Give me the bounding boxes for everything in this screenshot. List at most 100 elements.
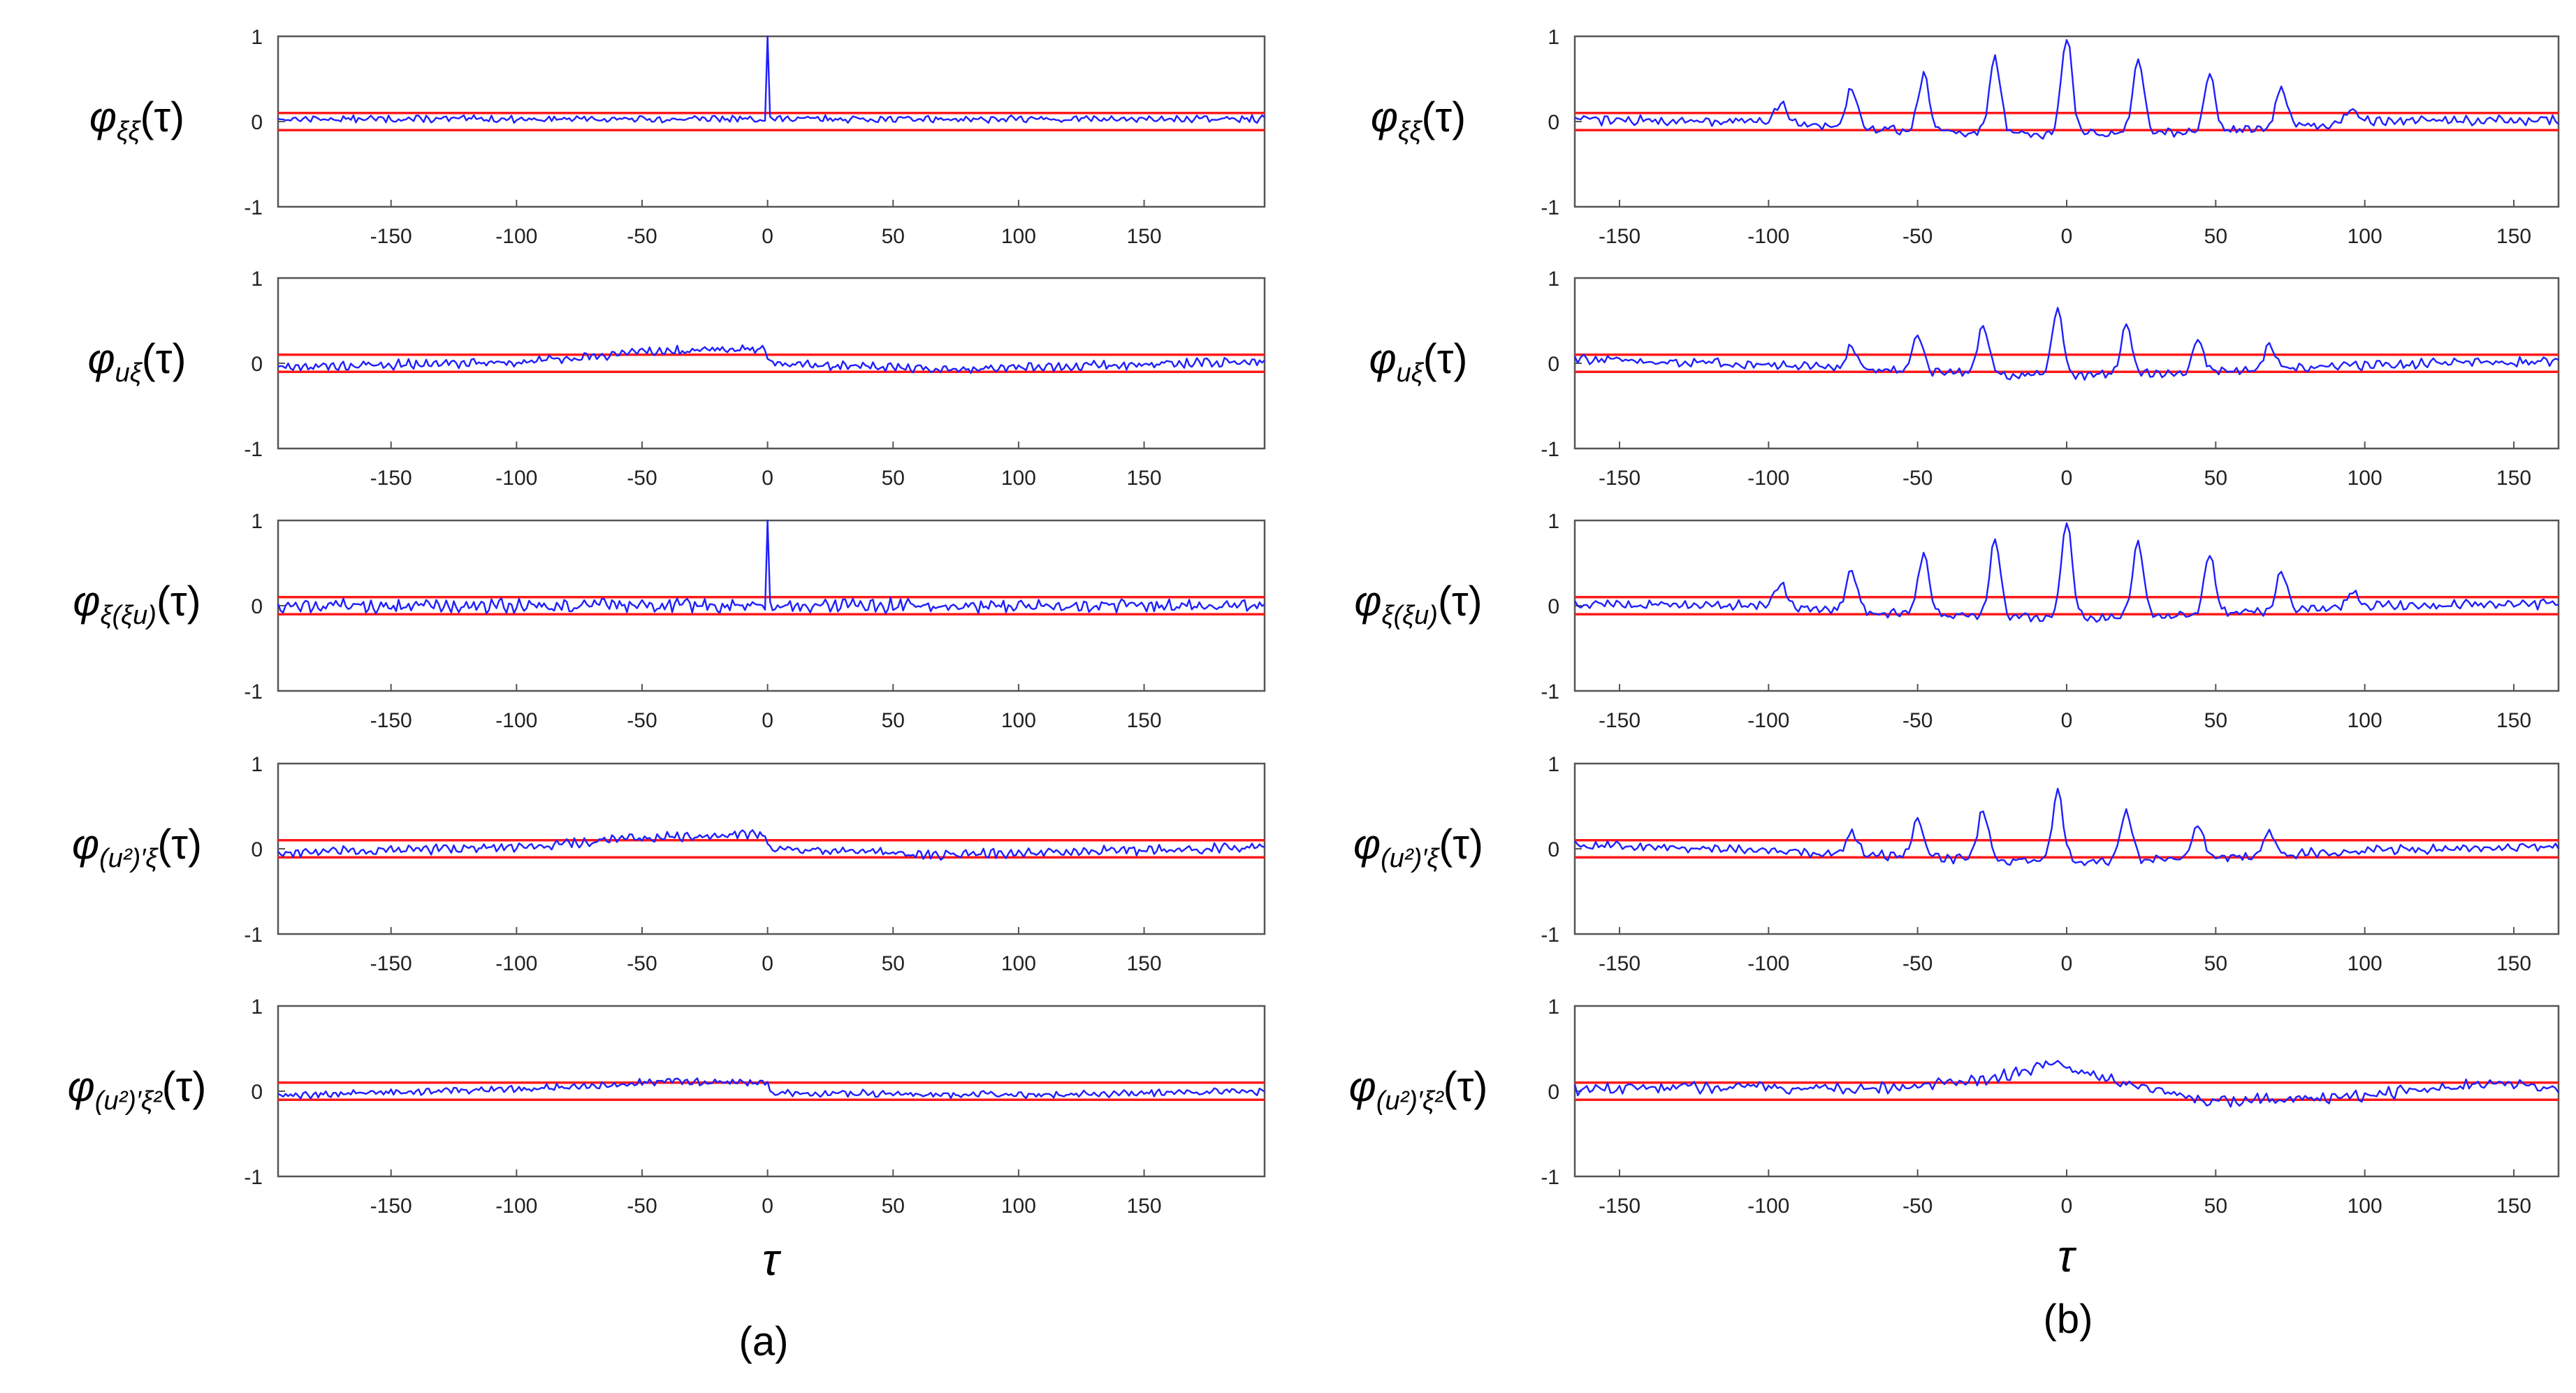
panel-b2: -1 0 1 -150 -100 -50 0 50 100 150 φuξ(τ) (1369, 268, 2560, 490)
ylabel-base: φ (1354, 578, 1381, 625)
y-tick-label: 0 (251, 595, 263, 618)
y-axis-label-b2: φuξ(τ) (1369, 335, 1468, 388)
x-tick-label: -100 (495, 225, 537, 248)
x-tick-label: 150 (2496, 225, 2531, 248)
y-axis-label-a2: φuξ(τ) (88, 335, 187, 388)
x-tick-label: -150 (1599, 952, 1640, 975)
y-tick-label: 1 (1548, 510, 1559, 533)
x-tick-label: 150 (1127, 467, 1162, 490)
x-axis-title-right: τ (2058, 1231, 2077, 1281)
panel-b4: -1 0 1 -150 -100 -50 0 50 100 150 φ(u²)′ξ(τ) (1353, 753, 2560, 975)
y-tick-label: -1 (244, 924, 263, 947)
y-axis-label-a4: φ(u²)′ξ(τ) (72, 821, 202, 873)
y-tick-label: 0 (251, 111, 263, 134)
x-tick-label: 0 (762, 1195, 773, 1218)
x-tick-label: 100 (2348, 1195, 2382, 1218)
x-tick-label: -150 (370, 467, 412, 490)
caption-a: (a) (739, 1319, 789, 1364)
x-tick-label: 150 (1127, 952, 1162, 975)
y-axis-label-b4: φ(u²)′ξ(τ) (1353, 821, 1483, 873)
x-tick-label: -50 (627, 467, 657, 490)
ylabel-argument: (τ) (1439, 821, 1483, 868)
ylabel-subscript: ξ(ξu) (1382, 601, 1438, 630)
ylabel-subscript: ξξ (1398, 117, 1422, 146)
y-tick-label: 1 (251, 510, 263, 533)
y-tick-label: 1 (1548, 26, 1559, 49)
x-tick-label: 0 (762, 467, 773, 490)
x-tick-label: 150 (1127, 225, 1162, 248)
x-tick-label: 100 (2348, 709, 2382, 732)
x-tick-label: 0 (2061, 1195, 2073, 1218)
x-tick-label: 100 (2348, 467, 2382, 490)
y-axis-label-b3: φξ(ξu)(τ) (1354, 578, 1482, 630)
ylabel-base: φ (68, 1063, 95, 1110)
ylabel-argument: (τ) (142, 335, 187, 382)
x-tick-label: 50 (882, 467, 905, 490)
series-line-a5 (277, 1077, 1265, 1100)
x-tick-label: 0 (762, 225, 773, 248)
x-tick-label: -100 (495, 1195, 537, 1218)
y-axis-label-a1: φξξ(τ) (89, 94, 184, 146)
x-tick-label: 50 (2204, 1195, 2227, 1218)
ylabel-argument: (τ) (157, 821, 202, 868)
ylabel-base: φ (1353, 821, 1381, 868)
ylabel-subscript: uξ (1397, 358, 1425, 388)
x-tick-label: 50 (2204, 467, 2227, 490)
y-tick-label: 1 (251, 268, 263, 291)
ylabel-argument: (τ) (162, 1063, 207, 1110)
ylabel-subscript: ξξ (117, 117, 141, 146)
x-tick-label: 100 (1001, 225, 1036, 248)
ylabel-subscript: uξ (115, 358, 143, 388)
ylabel-argument: (τ) (1443, 1063, 1488, 1110)
y-axis-label-a5: φ(u²)′ξ²(τ) (68, 1063, 207, 1116)
x-tick-label: 0 (2061, 709, 2073, 732)
x-tick-label: 100 (2348, 952, 2382, 975)
y-tick-label: -1 (1541, 196, 1559, 219)
x-tick-label: -50 (627, 709, 657, 732)
x-tick-label: 0 (762, 952, 773, 975)
ylabel-base: φ (88, 335, 115, 382)
plot-area (1573, 762, 2560, 935)
ylabel-base: φ (89, 94, 117, 140)
y-tick-label: 1 (251, 26, 263, 49)
ylabel-argument: (τ) (1423, 335, 1468, 382)
x-tick-label: -150 (1599, 225, 1640, 248)
y-tick-label: 0 (1548, 1081, 1559, 1104)
x-tick-label: 150 (2496, 709, 2531, 732)
y-tick-label: 1 (251, 753, 263, 776)
y-tick-label: 0 (1548, 111, 1559, 134)
x-tick-label: 150 (1127, 1195, 1162, 1218)
x-tick-label: 50 (882, 952, 905, 975)
x-tick-label: -100 (1747, 709, 1789, 732)
x-tick-label: 50 (882, 1195, 905, 1218)
x-tick-label: 150 (2496, 1195, 2531, 1218)
y-tick-label: 1 (251, 995, 263, 1019)
x-tick-label: -150 (370, 709, 412, 732)
x-tick-label: 100 (1001, 467, 1036, 490)
series-line-a1 (277, 35, 1265, 124)
panel-b3: -1 0 1 -150 -100 -50 0 50 100 150 φξ(ξu)(τ) (1354, 510, 2560, 732)
x-tick-label: -150 (1599, 467, 1640, 490)
x-tick-label: 100 (1001, 709, 1036, 732)
x-tick-label: -100 (495, 952, 537, 975)
x-tick-label: 50 (882, 709, 905, 732)
series-line-a4 (277, 829, 1265, 861)
y-tick-label: -1 (1541, 1166, 1559, 1189)
y-tick-label: -1 (244, 1166, 263, 1189)
x-tick-label: -50 (1902, 225, 1933, 248)
plot-area (1573, 35, 2560, 208)
panel-a4: -1 0 1 -150 -100 -50 0 50 100 150 φ(u²)′ξ(τ) (72, 753, 1266, 975)
x-tick-label: 150 (2496, 952, 2531, 975)
x-tick-label: 100 (2348, 225, 2382, 248)
x-tick-label: -100 (495, 467, 537, 490)
ylabel-subscript: (u²)′ξ² (1376, 1086, 1444, 1116)
series-line-b3 (1573, 522, 2559, 623)
y-tick-label: 0 (1548, 595, 1559, 618)
ylabel-argument: (τ) (1421, 94, 1466, 140)
x-tick-label: 50 (2204, 952, 2227, 975)
series-line-b2 (1573, 307, 2559, 381)
panel-a1: -1 0 1 -150 -100 -50 0 50 100 150 φξξ(τ) (89, 26, 1266, 248)
y-tick-label: 0 (251, 1081, 263, 1104)
y-tick-label: 1 (1548, 995, 1559, 1019)
x-tick-label: 0 (2061, 952, 2073, 975)
